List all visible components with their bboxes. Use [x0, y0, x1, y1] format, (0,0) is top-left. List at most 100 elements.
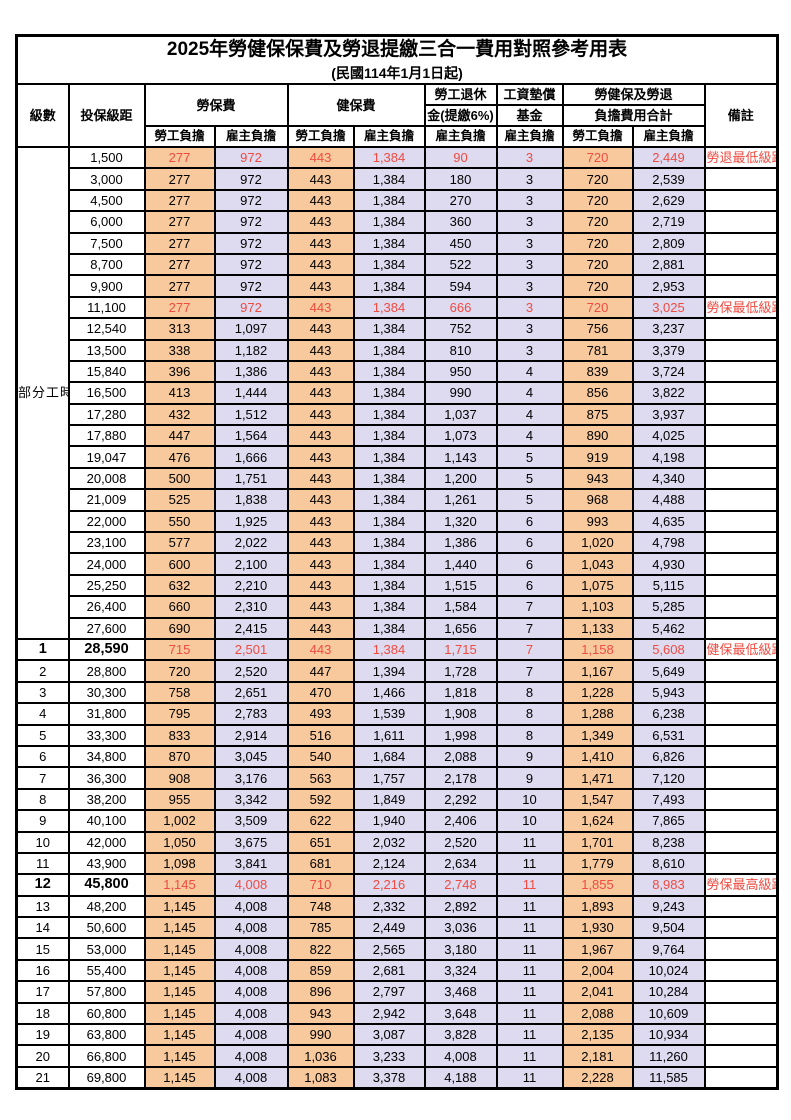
fund-employer-cell: 3: [495, 145, 564, 170]
total-worker-cell: 1,020: [561, 531, 634, 555]
level-cell: 2: [15, 659, 70, 683]
table-row: 24,000 600 2,100 443 1,384 1,440 6 1,043 4,930: [17, 552, 779, 576]
total-worker-cell: 2,041: [561, 980, 634, 1004]
total-worker-cell: 1,855: [561, 873, 634, 897]
total-employer-cell: 3,237: [631, 317, 706, 341]
bracket-cell: 30,300: [67, 680, 146, 705]
level-cell: 11: [15, 851, 70, 876]
pension-employer-cell: 2,178: [423, 766, 498, 790]
table-row: 1 28,590 715 2,501 443 1,384 1,715 7 1,158 5,608 健…: [15, 637, 779, 662]
note-cell: [703, 381, 779, 405]
note-cell: [703, 573, 779, 598]
level-cell: 3: [15, 680, 70, 705]
pension-employer-cell: 990: [423, 381, 498, 405]
table-row: 4,500 277 972 443 1,384 270 3 720 2,629: [17, 188, 779, 213]
header-row-3: 勞工負擔 雇主負擔 勞工負擔 雇主負擔 雇主負擔 雇主負擔 勞工負擔 雇主負擔: [17, 125, 778, 148]
table-row: 8,700 277 972 443 1,384 522 3 720 2,881: [17, 252, 779, 277]
total-worker-cell: 1,158: [561, 637, 634, 662]
note-cell: [703, 659, 779, 683]
note-cell: [703, 509, 779, 534]
pension-employer-cell: 1,728: [423, 659, 498, 683]
total-employer-cell: 5,649: [631, 659, 706, 683]
bracket-cell: 34,800: [67, 744, 146, 769]
note-cell: [703, 424, 779, 448]
total-employer-cell: 2,629: [631, 188, 706, 213]
col-header-fund-line2: 基金: [495, 104, 564, 127]
pension-employer-cell: 1,073: [423, 424, 498, 448]
bracket-cell: 28,800: [67, 659, 146, 683]
fund-employer-cell: 4: [495, 359, 564, 384]
health-worker-cell: 443: [286, 402, 355, 427]
total-worker-cell: 1,349: [561, 723, 634, 747]
table-row: 3,000 277 972 443 1,384 180 3 720 2,539: [17, 167, 779, 191]
labor-worker-cell: 500: [143, 466, 216, 491]
total-employer-cell: 9,504: [631, 916, 706, 940]
table-row: 12 45,800 1,145 4,008 710 2,216 2,748 11 1,855 8,…: [15, 873, 779, 897]
health-worker-cell: 859: [286, 958, 355, 983]
fund-employer-cell: 6: [495, 531, 564, 555]
health-worker-cell: 493: [286, 702, 355, 726]
total-employer-cell: 9,764: [631, 937, 706, 961]
labor-worker-cell: 313: [143, 317, 216, 341]
total-employer-cell: 4,025: [631, 424, 706, 448]
pension-employer-cell: 2,520: [423, 830, 498, 854]
fund-employer-cell: 7: [495, 595, 564, 619]
labor-employer-cell: 1,838: [213, 488, 289, 512]
pension-employer-cell: 1,143: [423, 445, 498, 469]
labor-employer-cell: 4,008: [213, 1065, 289, 1090]
health-worker-cell: 443: [286, 616, 355, 641]
labor-worker-cell: 690: [143, 616, 216, 641]
total-employer-cell: 5,608: [631, 637, 706, 662]
col-header-note: 備註: [703, 83, 779, 148]
note-cell: [703, 1044, 779, 1068]
fund-employer-cell: 11: [495, 851, 564, 876]
note-cell: [703, 787, 779, 812]
health-employer-cell: 3,233: [352, 1044, 426, 1068]
table-row: 17 57,800 1,145 4,008 896 2,797 3,468 11 2,041 10…: [15, 980, 779, 1004]
health-worker-cell: 443: [286, 359, 355, 384]
fund-employer-cell: 11: [495, 830, 564, 854]
total-employer-cell: 2,539: [631, 167, 706, 191]
pension-employer-cell: 3,828: [423, 1022, 498, 1047]
health-employer-cell: 2,942: [352, 1001, 426, 1026]
col-header-total-line2: 負擔費用合計: [561, 104, 706, 127]
pension-employer-cell: 1,320: [423, 509, 498, 534]
note-cell: [703, 851, 779, 876]
total-employer-cell: 10,934: [631, 1022, 706, 1047]
bracket-cell: 43,900: [67, 851, 146, 876]
health-worker-cell: 443: [286, 488, 355, 512]
health-employer-cell: 2,565: [352, 937, 426, 961]
health-employer-cell: 1,384: [352, 552, 426, 576]
level-cell: 6: [15, 744, 70, 769]
bracket-cell: 11,100: [67, 295, 146, 320]
total-worker-cell: 720: [561, 231, 634, 255]
health-worker-cell: 443: [286, 231, 355, 255]
labor-worker-cell: 660: [143, 595, 216, 619]
labor-worker-cell: 1,145: [143, 980, 216, 1004]
bracket-cell: 45,800: [67, 873, 146, 897]
col-header-health-group: 健保費: [286, 83, 426, 127]
note-cell: [703, 210, 779, 234]
health-employer-cell: 1,384: [352, 317, 426, 341]
labor-employer-cell: 1,444: [213, 381, 289, 405]
total-employer-cell: 7,120: [631, 766, 706, 790]
page-subtitle: (民國114年1月1日起): [331, 65, 463, 81]
labor-employer-cell: 1,097: [213, 317, 289, 341]
labor-employer-cell: 3,045: [213, 744, 289, 769]
col-header-labor-employer: 雇主負擔: [213, 125, 289, 148]
labor-worker-cell: 413: [143, 381, 216, 405]
table-row: 13 48,200 1,145 4,008 748 2,332 2,892 11 1,893 9,…: [15, 894, 779, 919]
health-worker-cell: 943: [286, 1001, 355, 1026]
fund-employer-cell: 11: [495, 1044, 564, 1068]
table-body: 部分工時 1,500 277 972 443 1,384 90 3 720 2,449 勞退最低級距…: [15, 145, 779, 1090]
bracket-cell: 33,300: [67, 723, 146, 747]
labor-employer-cell: 972: [213, 252, 289, 277]
health-employer-cell: 1,384: [352, 295, 426, 320]
total-employer-cell: 4,635: [631, 509, 706, 534]
note-cell: [703, 894, 779, 919]
fund-employer-cell: 10: [495, 787, 564, 812]
bracket-cell: 48,200: [67, 894, 146, 919]
labor-employer-cell: 4,008: [213, 1022, 289, 1047]
health-worker-cell: 592: [286, 787, 355, 812]
pension-employer-cell: 1,998: [423, 723, 498, 747]
